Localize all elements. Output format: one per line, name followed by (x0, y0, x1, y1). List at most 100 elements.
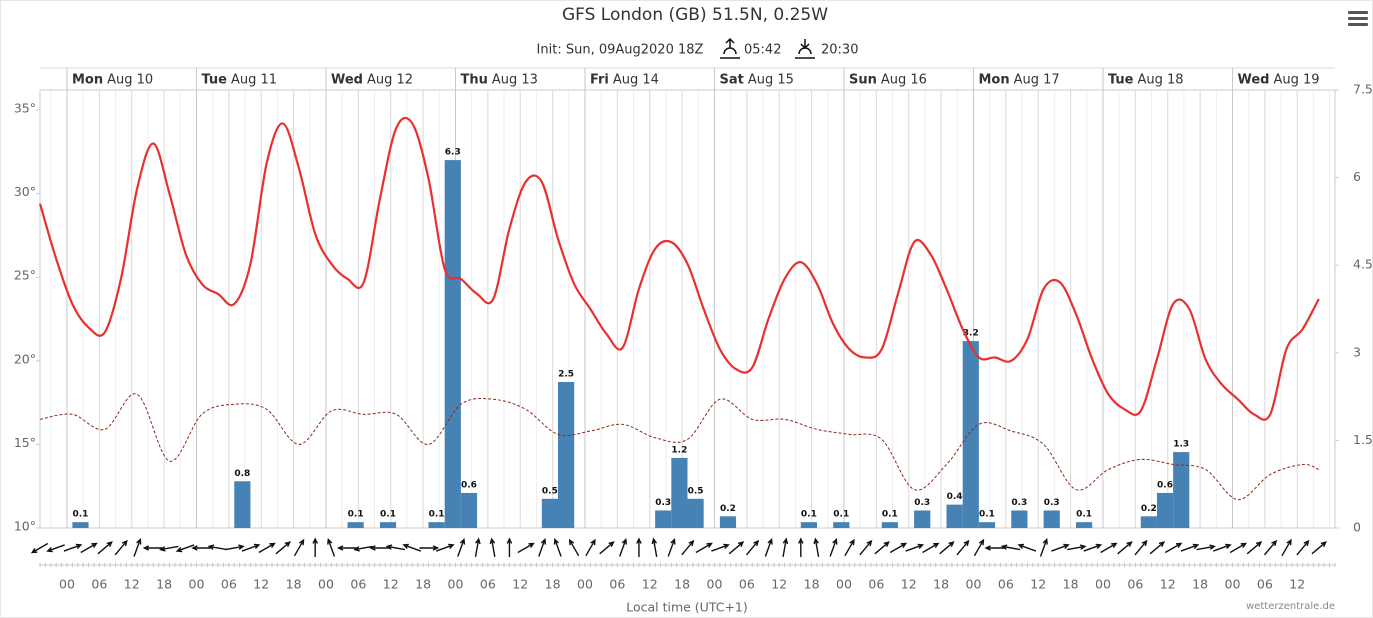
wind-arrow (63, 543, 83, 552)
x-tick-label: 12 (1030, 577, 1046, 592)
precip-label: 0.1 (882, 510, 898, 520)
wind-arrow (939, 541, 955, 555)
precip-label: 0.1 (429, 510, 445, 520)
x-tick-label: 00 (1095, 577, 1111, 592)
y2-tick-label: 6 (1353, 169, 1361, 184)
wind-arrow (191, 545, 211, 551)
x-tick-label: 18 (933, 577, 949, 592)
day-weekday: Sun (849, 73, 877, 88)
wind-arrow (844, 538, 855, 557)
precip-bar (946, 504, 963, 528)
precip-label: 0.1 (1076, 510, 1092, 520)
wind-arrow (859, 539, 873, 556)
sunset-icon (795, 39, 815, 59)
wind-arrow (1067, 544, 1087, 551)
x-tick-label: 18 (545, 577, 561, 592)
menu-button[interactable] (1348, 11, 1368, 26)
precip-label: 6.3 (445, 148, 461, 158)
precip-bar (1076, 522, 1093, 528)
wind-arrow (1039, 538, 1048, 557)
day-date: Aug 18 (1137, 73, 1183, 88)
y2-tick-label: 1.5 (1353, 432, 1373, 447)
init-time: Init: Sun, 09Aug2020 18Z (537, 43, 704, 58)
precip-bar (962, 341, 979, 528)
wind-arrow (636, 537, 642, 557)
wind-arrow (419, 545, 440, 551)
precip-bar (541, 498, 558, 528)
precip-bar (460, 492, 478, 528)
wind-arrow (651, 537, 658, 557)
day-weekday: Wed (1237, 73, 1269, 88)
precip-label: 1.3 (1173, 440, 1189, 450)
wind-arrow (956, 539, 970, 556)
wind-arrow (457, 538, 466, 557)
wind-arrow (619, 538, 628, 557)
precip-label: 3.2 (963, 329, 979, 339)
wind-arrow (568, 538, 580, 557)
precip-bar (379, 522, 397, 528)
precip-label: 0.6 (461, 480, 477, 490)
precip-label: 0.1 (979, 510, 995, 520)
wind-arrow (553, 538, 562, 557)
x-tick-label: 12 (383, 577, 399, 592)
x-tick-label: 06 (1127, 577, 1143, 592)
wind-arrow (1263, 539, 1278, 556)
x-tick-label: 00 (577, 577, 593, 592)
precip-label: 0.1 (72, 510, 88, 520)
wind-arrow (728, 541, 745, 555)
wind-arrow (517, 542, 535, 554)
wind-arrow (782, 537, 789, 557)
x-tick-label: 06 (480, 577, 496, 592)
wind-arrow (1212, 543, 1232, 552)
x-tick-label: 18 (674, 577, 690, 592)
x-tick-label: 00 (189, 577, 205, 592)
sunrise: 05:42 (744, 43, 781, 58)
precip-bar (444, 160, 461, 528)
x-tick-label: 12 (1160, 577, 1176, 592)
precip-bar (687, 498, 704, 528)
dewpoint-line (39, 393, 1319, 501)
wind-arrow (1134, 539, 1148, 556)
x-tick-label: 18 (415, 577, 431, 592)
title: GFS London (GB) 51.5N, 0.25W (562, 5, 828, 25)
day-weekday: Wed (331, 73, 363, 88)
x-tick-label: 18 (1063, 577, 1079, 592)
wind-arrow (207, 544, 228, 551)
day-date: Aug 13 (492, 73, 538, 88)
precip-bar (978, 522, 996, 528)
precip-bar (914, 510, 931, 528)
x-tick-label: 06 (609, 577, 625, 592)
wind-arrow (695, 542, 713, 554)
x-tick-label: 00 (1225, 577, 1241, 592)
wind-arrow (1017, 543, 1037, 552)
wind-arrow (133, 538, 142, 557)
wind-arrow (1229, 542, 1248, 554)
x-tick-label: 12 (1289, 577, 1305, 592)
wind-arrow (506, 537, 513, 557)
y-tick-label: 35° (14, 101, 36, 116)
precip-label: 0.3 (1044, 498, 1060, 508)
precip-label: 0.1 (833, 510, 849, 520)
wind-arrow (599, 541, 615, 555)
day-weekday: Sat (719, 73, 743, 88)
day-date: Aug 11 (231, 73, 277, 88)
wind-arrow (241, 543, 261, 552)
x-tick-label: 12 (512, 577, 528, 592)
x-tick-label: 12 (771, 577, 787, 592)
wind-arrow (905, 543, 925, 552)
wind-arrow (1180, 543, 1200, 552)
y-tick-label: 25° (14, 268, 36, 283)
day-weekday: Mon (978, 73, 1009, 88)
precip-bar (72, 522, 89, 528)
precip-bar (347, 522, 364, 528)
wind-arrow (1083, 543, 1103, 552)
day-date: Aug 15 (748, 73, 794, 88)
x-tick-label: 06 (868, 577, 884, 592)
wind-arrow (922, 542, 940, 554)
wind-arrow (142, 545, 163, 551)
wind-arrow (984, 545, 1005, 551)
sunset: 20:30 (821, 43, 858, 58)
day-date: Aug 10 (107, 73, 153, 88)
day-date: Aug 17 (1014, 73, 1060, 88)
